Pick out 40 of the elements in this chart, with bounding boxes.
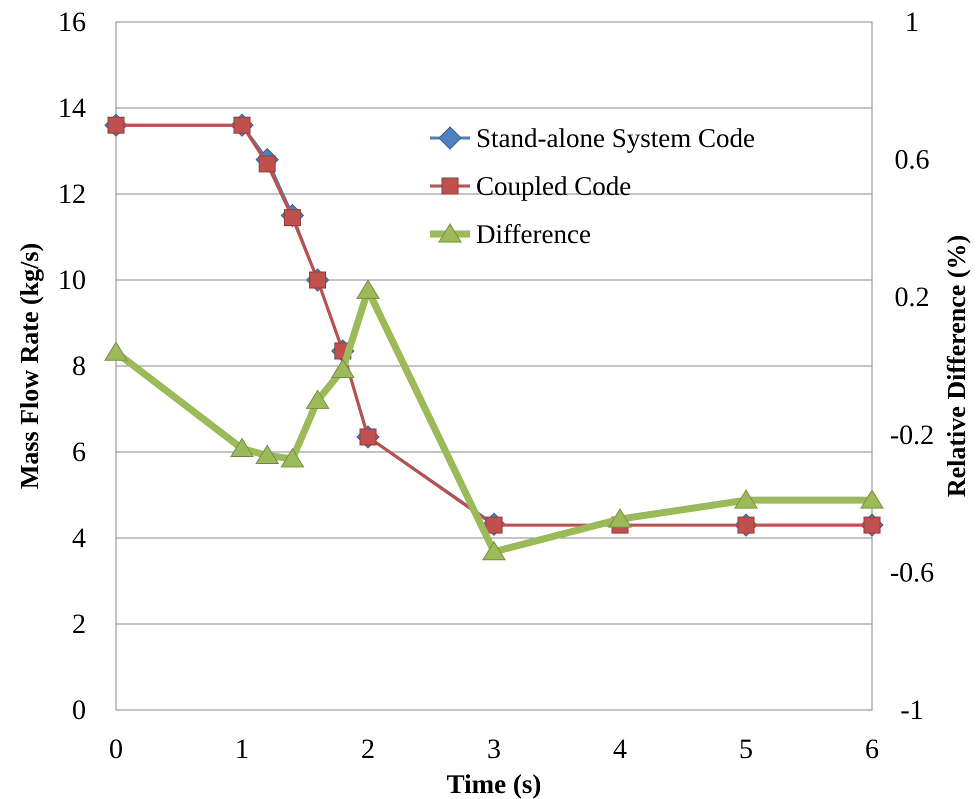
legend-label: Coupled Code xyxy=(476,171,632,201)
y2-tick-label: -0.6 xyxy=(890,557,934,588)
y-tick-label: 8 xyxy=(72,351,86,382)
y2-tick-label: 0.2 xyxy=(894,282,930,314)
point xyxy=(230,438,254,458)
y2-tick-label: 0.6 xyxy=(894,144,930,176)
y-tick-label: 14 xyxy=(58,93,86,124)
y2-tick-label: -0.2 xyxy=(890,420,934,451)
y-tick-label: 6 xyxy=(72,437,86,468)
x-tick-label: 1 xyxy=(235,734,249,765)
point xyxy=(608,508,632,528)
point xyxy=(306,390,330,409)
point xyxy=(280,448,304,468)
y-tick-label: 2 xyxy=(72,609,86,640)
x-tick-label: 2 xyxy=(361,734,375,765)
point xyxy=(482,541,506,560)
point xyxy=(860,490,884,509)
point xyxy=(258,155,276,172)
y-tick-label: 0 xyxy=(72,695,86,726)
x-axis-title: Time (s) xyxy=(446,769,542,799)
y2-axis-title: Relative Difference (%) xyxy=(942,234,971,498)
legend-label: Stand-alone System Code xyxy=(476,123,755,153)
legend-label: Difference xyxy=(476,219,591,249)
point xyxy=(104,342,128,361)
y-tick-label: 4 xyxy=(72,523,86,554)
y2-tick-label: -1 xyxy=(900,695,924,726)
x-tick-label: 6 xyxy=(865,734,879,765)
x-tick-label: 3 xyxy=(487,734,501,765)
y-tick-label: 12 xyxy=(58,179,86,210)
x-tick-label: 0 xyxy=(109,734,123,765)
point xyxy=(256,444,279,464)
point xyxy=(356,280,380,299)
point xyxy=(331,358,354,378)
y2-tick-label: 1 xyxy=(905,7,919,38)
y-tick-label: 16 xyxy=(58,7,86,38)
y-tick-label: 10 xyxy=(58,265,86,296)
point xyxy=(734,490,758,509)
x-tick-label: 5 xyxy=(739,734,753,765)
y-axis-title: Mass Flow Rate (kg/s) xyxy=(15,242,44,490)
x-tick-label: 4 xyxy=(613,734,627,765)
